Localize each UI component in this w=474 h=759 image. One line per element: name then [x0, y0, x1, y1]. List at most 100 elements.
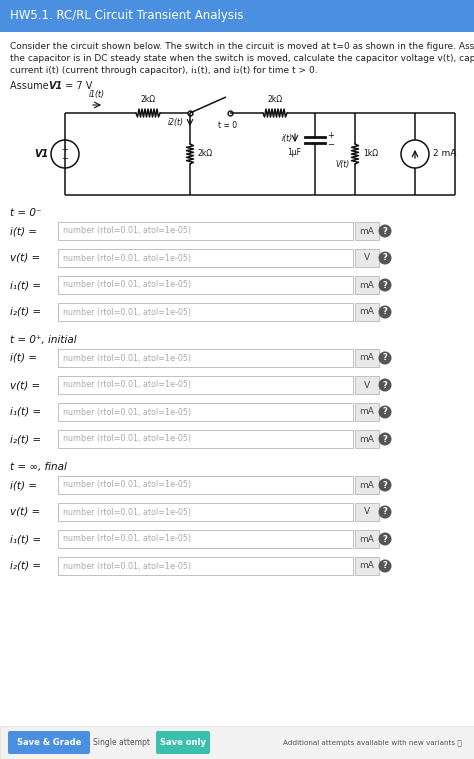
Circle shape — [379, 225, 392, 238]
Text: mA: mA — [360, 480, 374, 490]
Text: mA: mA — [360, 434, 374, 443]
FancyBboxPatch shape — [0, 0, 474, 32]
Text: V: V — [364, 508, 370, 517]
Text: ?: ? — [383, 480, 387, 490]
Text: V: V — [364, 254, 370, 263]
Circle shape — [379, 405, 392, 418]
Text: number (rtol=0.01, atol=1e-05): number (rtol=0.01, atol=1e-05) — [63, 534, 191, 543]
FancyBboxPatch shape — [58, 430, 353, 448]
Circle shape — [379, 279, 392, 291]
Text: i₂(t) =: i₂(t) = — [10, 434, 41, 444]
Text: ?: ? — [383, 307, 387, 317]
FancyBboxPatch shape — [355, 303, 379, 321]
Text: ?: ? — [383, 508, 387, 517]
FancyBboxPatch shape — [355, 249, 379, 267]
Circle shape — [379, 379, 392, 392]
Text: Save only: Save only — [160, 738, 206, 747]
Text: ?: ? — [383, 281, 387, 289]
Text: Additional attempts available with new variants ⓘ: Additional attempts available with new v… — [283, 739, 462, 746]
Text: current i(t) (current through capacitor), i₁(t), and i₂(t) for time t > 0.: current i(t) (current through capacitor)… — [10, 66, 318, 75]
Text: number (rtol=0.01, atol=1e-05): number (rtol=0.01, atol=1e-05) — [63, 307, 191, 317]
Text: v(t) =: v(t) = — [10, 380, 40, 390]
FancyBboxPatch shape — [355, 349, 379, 367]
FancyBboxPatch shape — [0, 726, 474, 759]
Text: ?: ? — [383, 534, 387, 543]
Text: V(t): V(t) — [335, 160, 349, 169]
FancyBboxPatch shape — [355, 403, 379, 421]
Text: i(t) =: i(t) = — [10, 226, 37, 236]
FancyBboxPatch shape — [58, 249, 353, 267]
FancyBboxPatch shape — [355, 276, 379, 294]
Text: −: − — [327, 140, 334, 150]
Text: i₁(t) =: i₁(t) = — [10, 280, 41, 290]
FancyBboxPatch shape — [355, 222, 379, 240]
FancyBboxPatch shape — [156, 731, 210, 754]
Text: ?: ? — [383, 380, 387, 389]
Text: number (rtol=0.01, atol=1e-05): number (rtol=0.01, atol=1e-05) — [63, 480, 191, 490]
FancyBboxPatch shape — [58, 476, 353, 494]
FancyBboxPatch shape — [355, 530, 379, 548]
Text: t = 0: t = 0 — [219, 121, 237, 130]
Text: i₂(t) =: i₂(t) = — [10, 561, 41, 571]
Text: +: + — [327, 131, 334, 140]
Text: HW5.1. RC/RL Circuit Transient Analysis: HW5.1. RC/RL Circuit Transient Analysis — [10, 10, 244, 23]
Text: number (rtol=0.01, atol=1e-05): number (rtol=0.01, atol=1e-05) — [63, 380, 191, 389]
FancyBboxPatch shape — [355, 503, 379, 521]
Circle shape — [379, 505, 392, 518]
Text: 2kΩ: 2kΩ — [140, 95, 155, 104]
Circle shape — [379, 351, 392, 364]
Text: 1μF: 1μF — [287, 148, 301, 157]
Text: 2kΩ: 2kΩ — [198, 150, 213, 159]
Text: v(t) =: v(t) = — [10, 507, 40, 517]
Text: v(t) =: v(t) = — [10, 253, 40, 263]
FancyBboxPatch shape — [355, 557, 379, 575]
Text: 2kΩ: 2kΩ — [267, 95, 283, 104]
Circle shape — [379, 433, 392, 446]
Text: i1(t): i1(t) — [89, 90, 105, 99]
FancyBboxPatch shape — [58, 530, 353, 548]
FancyBboxPatch shape — [58, 503, 353, 521]
Text: ?: ? — [383, 354, 387, 363]
Text: mA: mA — [360, 562, 374, 571]
Text: i(t) =: i(t) = — [10, 353, 37, 363]
Text: number (rtol=0.01, atol=1e-05): number (rtol=0.01, atol=1e-05) — [63, 354, 191, 363]
Text: ?: ? — [383, 408, 387, 417]
Circle shape — [379, 306, 392, 319]
FancyBboxPatch shape — [58, 276, 353, 294]
Text: i(t) =: i(t) = — [10, 480, 37, 490]
Circle shape — [379, 478, 392, 492]
Text: = 7 V: = 7 V — [62, 81, 92, 91]
FancyBboxPatch shape — [8, 731, 90, 754]
Text: Single attempt: Single attempt — [93, 738, 150, 747]
Text: number (rtol=0.01, atol=1e-05): number (rtol=0.01, atol=1e-05) — [63, 254, 191, 263]
Text: t = ∞, final: t = ∞, final — [10, 462, 67, 472]
Text: number (rtol=0.01, atol=1e-05): number (rtol=0.01, atol=1e-05) — [63, 226, 191, 235]
Text: V1: V1 — [48, 81, 62, 91]
Text: mA: mA — [360, 226, 374, 235]
Text: i₂(t) =: i₂(t) = — [10, 307, 41, 317]
FancyBboxPatch shape — [58, 303, 353, 321]
Text: number (rtol=0.01, atol=1e-05): number (rtol=0.01, atol=1e-05) — [63, 508, 191, 517]
Text: mA: mA — [360, 354, 374, 363]
Text: i(t): i(t) — [282, 134, 293, 143]
FancyBboxPatch shape — [355, 476, 379, 494]
Text: mA: mA — [360, 281, 374, 289]
Text: t = 0⁻: t = 0⁻ — [10, 208, 42, 218]
FancyBboxPatch shape — [58, 222, 353, 240]
Text: number (rtol=0.01, atol=1e-05): number (rtol=0.01, atol=1e-05) — [63, 434, 191, 443]
Text: Save & Grade: Save & Grade — [17, 738, 81, 747]
Text: ?: ? — [383, 254, 387, 263]
Circle shape — [379, 559, 392, 572]
Text: 1kΩ: 1kΩ — [363, 150, 378, 159]
Text: −: − — [62, 155, 69, 163]
FancyBboxPatch shape — [58, 376, 353, 394]
Text: mA: mA — [360, 534, 374, 543]
Text: number (rtol=0.01, atol=1e-05): number (rtol=0.01, atol=1e-05) — [63, 408, 191, 417]
FancyBboxPatch shape — [355, 376, 379, 394]
Text: i2(t): i2(t) — [168, 118, 184, 128]
Text: i₁(t) =: i₁(t) = — [10, 534, 41, 544]
FancyBboxPatch shape — [58, 349, 353, 367]
Text: mA: mA — [360, 408, 374, 417]
Text: V1: V1 — [35, 149, 49, 159]
Text: the capacitor is in DC steady state when the switch is moved, calculate the capa: the capacitor is in DC steady state when… — [10, 54, 474, 63]
